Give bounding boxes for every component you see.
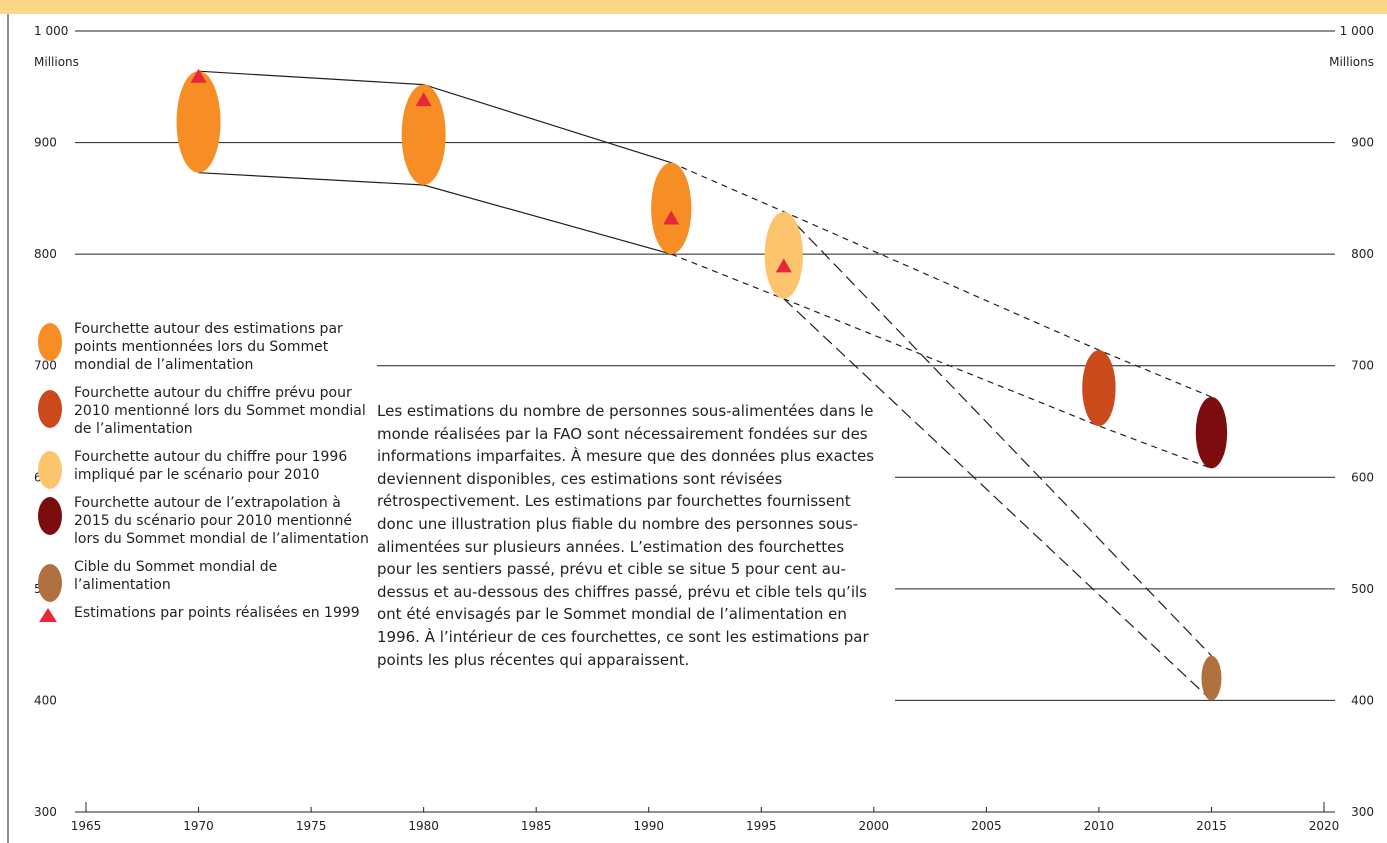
legend-swatch-forecast_2010 [38,390,62,428]
legend-swatch-extrapolation_2015 [38,497,62,535]
y-tick-label-right-800: 800 [1351,247,1374,261]
x-tick-label-1975: 1975 [296,819,327,833]
y-tick-label-right-300: 300 [1351,805,1374,819]
y-tick-label-right-900: 900 [1351,136,1374,150]
point-estimate-1991 [663,210,680,225]
range-ellipse-2015-wfs_target [1201,655,1222,701]
range-ellipse-1996-scenario_1996 [764,211,803,299]
x-tick-label-2010: 2010 [1084,819,1115,833]
x-tick-label-1970: 1970 [183,819,214,833]
x-tick-label-1965: 1965 [71,819,102,833]
legend-item-forecast_2010: Fourchette autour du chiffre prévu pour … [34,384,374,438]
y-tick-label-left-800: 800 [34,247,57,261]
y-tick-label-left-900: 900 [34,136,57,150]
legend-label: Fourchette autour des estimations par po… [74,321,343,373]
point-estimate-1980 [415,92,432,107]
legend-swatch-wfs_estimates [38,323,62,361]
point-estimate-1970 [190,68,207,83]
y-tick-label-left-1000: 1 000 [34,24,68,38]
legend-item-extrapolation_2015: Fourchette autour de l’extrapolation à 2… [34,494,374,548]
axes: 1965 1970 1975 1980 1985 1990 1995 2000 2005 2010… [7,14,1374,843]
y-tick-label-left-700: 700 [34,359,57,373]
legend-label: Fourchette autour du chiffre pour 1996 i… [74,449,348,483]
point-estimates [190,68,792,273]
x-tick-label-1985: 1985 [521,819,552,833]
range-ellipse-1980-wfs_estimates [401,84,446,185]
y-unit-right: Millions [1329,55,1374,69]
y-tick-label-right-1000: 1 000 [1340,24,1374,38]
solid-envelope-lower [198,172,672,255]
legend-item-wfs_estimates: Fourchette autour des estimations par po… [34,320,374,374]
x-tick-label-1980: 1980 [408,819,439,833]
x-tick-label-1990: 1990 [633,819,664,833]
y-tick-label-right-600: 600 [1351,470,1374,484]
legend-swatch-wfs_target [38,564,62,602]
gridlines [75,30,1335,701]
x-tick-label-2020: 2020 [1309,819,1340,833]
legend-label: Cible du Sommet mondial de l’alimentatio… [74,559,278,593]
legend-label: Fourchette autour du chiffre prévu pour … [74,385,366,437]
legend-item-point_marker: Estimations par points réalisées en 1999 [34,604,374,622]
description-text: Les estimations du nombre de personnes s… [377,402,875,669]
legend-item-scenario_1996: Fourchette autour du chiffre pour 1996 i… [34,448,374,489]
y-tick-label-left-300: 300 [34,805,57,819]
y-tick-label-right-700: 700 [1351,359,1374,373]
x-tick-label-2005: 2005 [971,819,1002,833]
legend-swatch-scenario_1996 [38,451,62,489]
x-tick-label-2000: 2000 [859,819,890,833]
legend-label: Estimations par points réalisées en 1999 [74,605,360,621]
x-tick-label-2015: 2015 [1196,819,1227,833]
y-tick-label-left-400: 400 [34,693,57,707]
range-ellipse-2015-extrapolation_2015 [1195,396,1228,469]
point-estimate-1996 [775,258,792,273]
legend-label: Fourchette autour de l’extrapolation à 2… [74,495,369,547]
range-ellipse-2010-forecast_2010 [1082,350,1116,426]
x-tick-label-1995: 1995 [746,819,777,833]
range-ellipses [176,71,1228,701]
legend: Fourchette autour des estimations par po… [34,320,374,632]
y-tick-label-right-400: 400 [1351,693,1374,707]
top-color-band [0,0,1387,14]
y-tick-label-right-500: 500 [1351,582,1374,596]
target-envelope-upper [783,211,1212,657]
legend-item-wfs_target: Cible du Sommet mondial de l’alimentatio… [34,558,374,602]
triangle-marker-icon [39,608,57,622]
y-unit-left: Millions [34,55,79,69]
target-envelope-lower [783,298,1212,701]
range-ellipse-1991-wfs_estimates [651,162,692,255]
range-ellipse-1970-wfs_estimates [176,71,221,173]
forecast-envelope-lower [670,253,1212,469]
